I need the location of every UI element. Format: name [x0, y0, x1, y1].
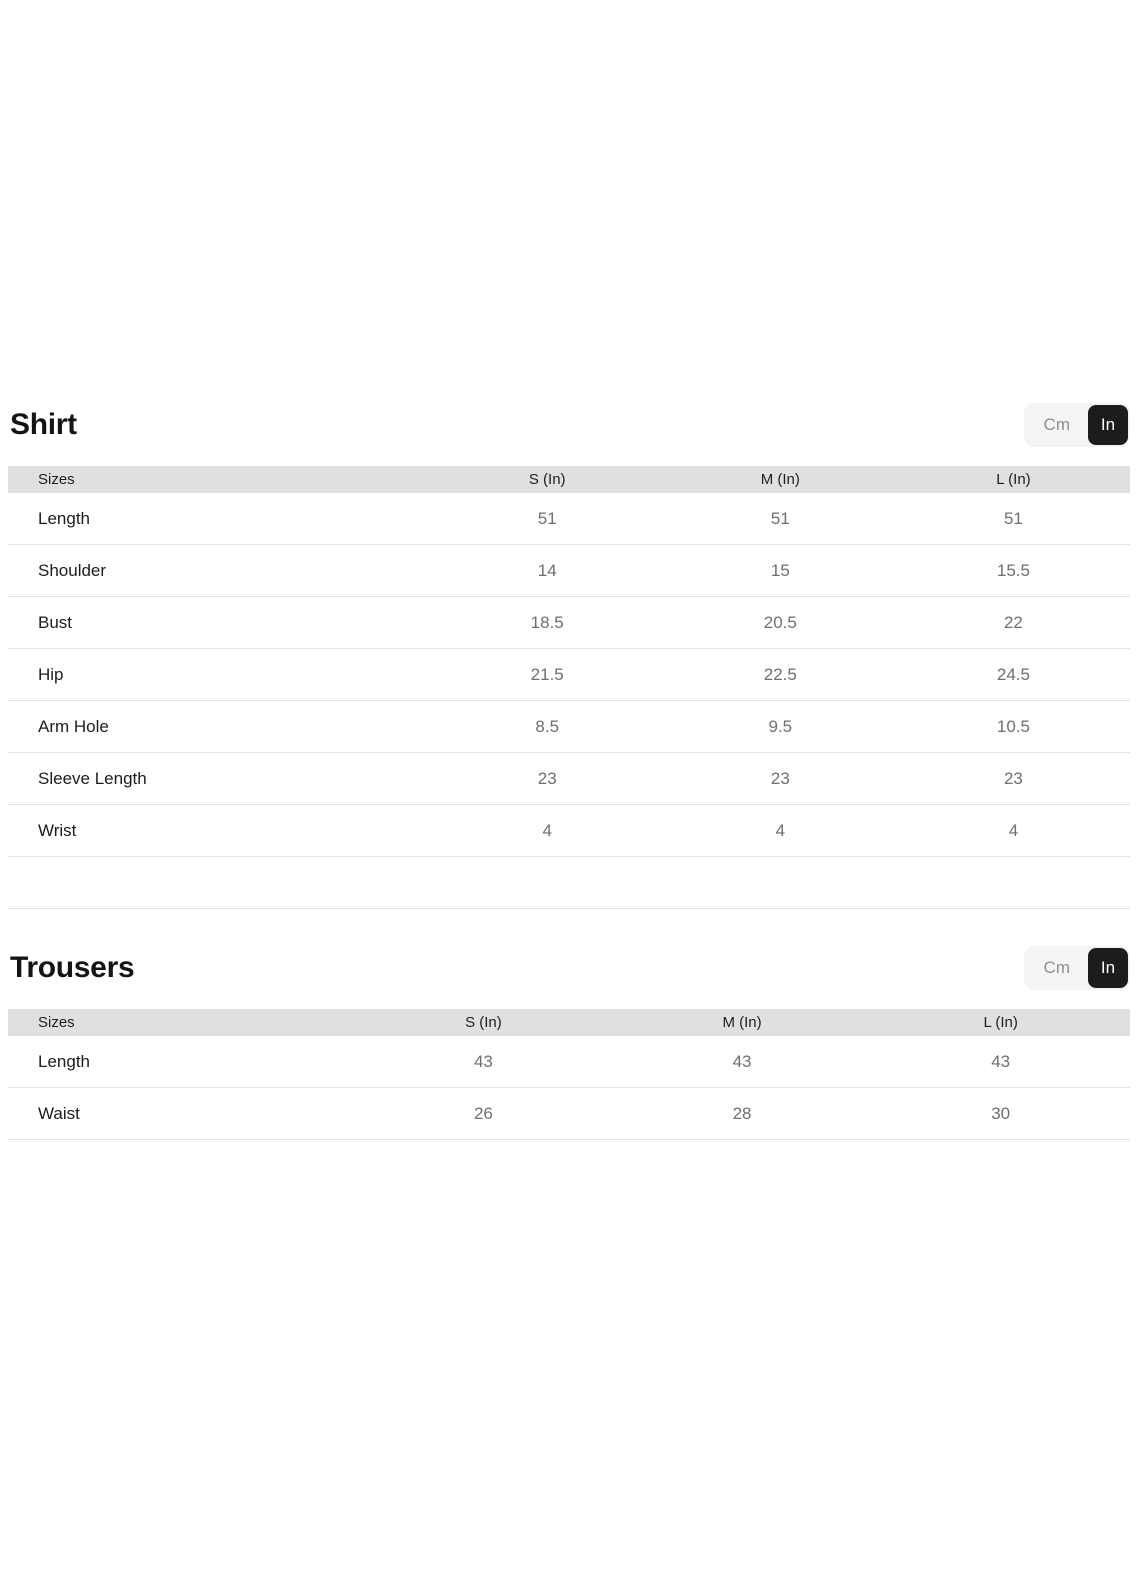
cell-value: 14 — [430, 544, 664, 597]
cell-value: 23 — [430, 752, 664, 805]
row-label: Waist — [8, 1087, 355, 1140]
cell-value: 24.5 — [896, 648, 1130, 701]
column-header-l: L (In) — [871, 1009, 1130, 1036]
column-header-sizes: Sizes — [8, 466, 431, 493]
trousers-size-table: Sizes S (In) M (In) L (In) Length 43 43 43 W… — [8, 1009, 1130, 1140]
row-label: Length — [8, 493, 431, 545]
shirt-cm-toggle-button[interactable]: Cm — [1026, 405, 1088, 445]
cell-value: 15.5 — [896, 544, 1130, 597]
shirt-section-title: Shirt — [10, 408, 77, 441]
row-label — [8, 856, 431, 909]
cell-value: 20.5 — [663, 596, 897, 649]
table-row: Hip 21.5 22.5 24.5 — [8, 648, 1130, 701]
row-label: Wrist — [8, 804, 431, 857]
table-row — [8, 856, 1130, 909]
cell-value: 15 — [663, 544, 897, 597]
cell-value: 30 — [871, 1087, 1130, 1140]
cell-value: 43 — [612, 1036, 872, 1088]
cell-value — [896, 856, 1130, 909]
cell-value: 51 — [430, 493, 664, 545]
cell-value — [663, 856, 897, 909]
cell-value: 4 — [663, 804, 897, 857]
row-label: Bust — [8, 596, 431, 649]
table-row: Arm Hole 8.5 9.5 10.5 — [8, 700, 1130, 753]
cell-value: 26 — [354, 1087, 613, 1140]
table-row: Sleeve Length 23 23 23 — [8, 752, 1130, 805]
cell-value: 22.5 — [663, 648, 897, 701]
shirt-section: Shirt Cm In Sizes S (In) M (In) L (In) L… — [8, 403, 1130, 909]
cell-value: 9.5 — [663, 700, 897, 753]
cell-value: 23 — [896, 752, 1130, 805]
table-row: Shoulder 14 15 15.5 — [8, 544, 1130, 597]
trousers-section-title: Trousers — [10, 951, 135, 984]
cell-value: 21.5 — [430, 648, 664, 701]
shirt-size-table: Sizes S (In) M (In) L (In) Length 51 51 51 S… — [8, 466, 1130, 909]
column-header-l: L (In) — [896, 466, 1130, 493]
cell-value: 28 — [612, 1087, 872, 1140]
cell-value: 10.5 — [896, 700, 1130, 753]
row-label: Sleeve Length — [8, 752, 431, 805]
cell-value: 18.5 — [430, 596, 664, 649]
table-row: Length 43 43 43 — [8, 1036, 1130, 1088]
table-row: Bust 18.5 20.5 22 — [8, 596, 1130, 649]
trousers-section: Trousers Cm In Sizes S (In) M (In) L (In… — [8, 946, 1130, 1140]
trousers-table-header-row: Sizes S (In) M (In) L (In) — [8, 1009, 1130, 1036]
cell-value: 23 — [663, 752, 897, 805]
row-label: Shoulder — [8, 544, 431, 597]
cell-value: 22 — [896, 596, 1130, 649]
trousers-unit-toggle: Cm In — [1023, 946, 1130, 990]
cell-value: 8.5 — [430, 700, 664, 753]
table-row: Length 51 51 51 — [8, 493, 1130, 545]
cell-value: 43 — [354, 1036, 613, 1088]
table-row: Waist 26 28 30 — [8, 1087, 1130, 1140]
shirt-unit-toggle: Cm In — [1023, 403, 1130, 447]
column-header-s: S (In) — [354, 1009, 613, 1036]
cell-value: 51 — [663, 493, 897, 545]
column-header-m: M (In) — [612, 1009, 872, 1036]
cell-value: 43 — [871, 1036, 1130, 1088]
cell-value — [430, 856, 664, 909]
cell-value: 4 — [430, 804, 664, 857]
column-header-m: M (In) — [663, 466, 897, 493]
shirt-in-toggle-button[interactable]: In — [1088, 405, 1128, 445]
trousers-section-header: Trousers Cm In — [8, 946, 1130, 990]
size-chart-page: Shirt Cm In Sizes S (In) M (In) L (In) L… — [8, 403, 1130, 1140]
trousers-in-toggle-button[interactable]: In — [1088, 948, 1128, 988]
table-row: Wrist 4 4 4 — [8, 804, 1130, 857]
cell-value: 51 — [896, 493, 1130, 545]
row-label: Length — [8, 1036, 355, 1088]
shirt-table-header-row: Sizes S (In) M (In) L (In) — [8, 466, 1130, 493]
trousers-cm-toggle-button[interactable]: Cm — [1026, 948, 1088, 988]
shirt-section-header: Shirt Cm In — [8, 403, 1130, 447]
cell-value: 4 — [896, 804, 1130, 857]
row-label: Arm Hole — [8, 700, 431, 753]
column-header-sizes: Sizes — [8, 1009, 355, 1036]
column-header-s: S (In) — [430, 466, 664, 493]
row-label: Hip — [8, 648, 431, 701]
